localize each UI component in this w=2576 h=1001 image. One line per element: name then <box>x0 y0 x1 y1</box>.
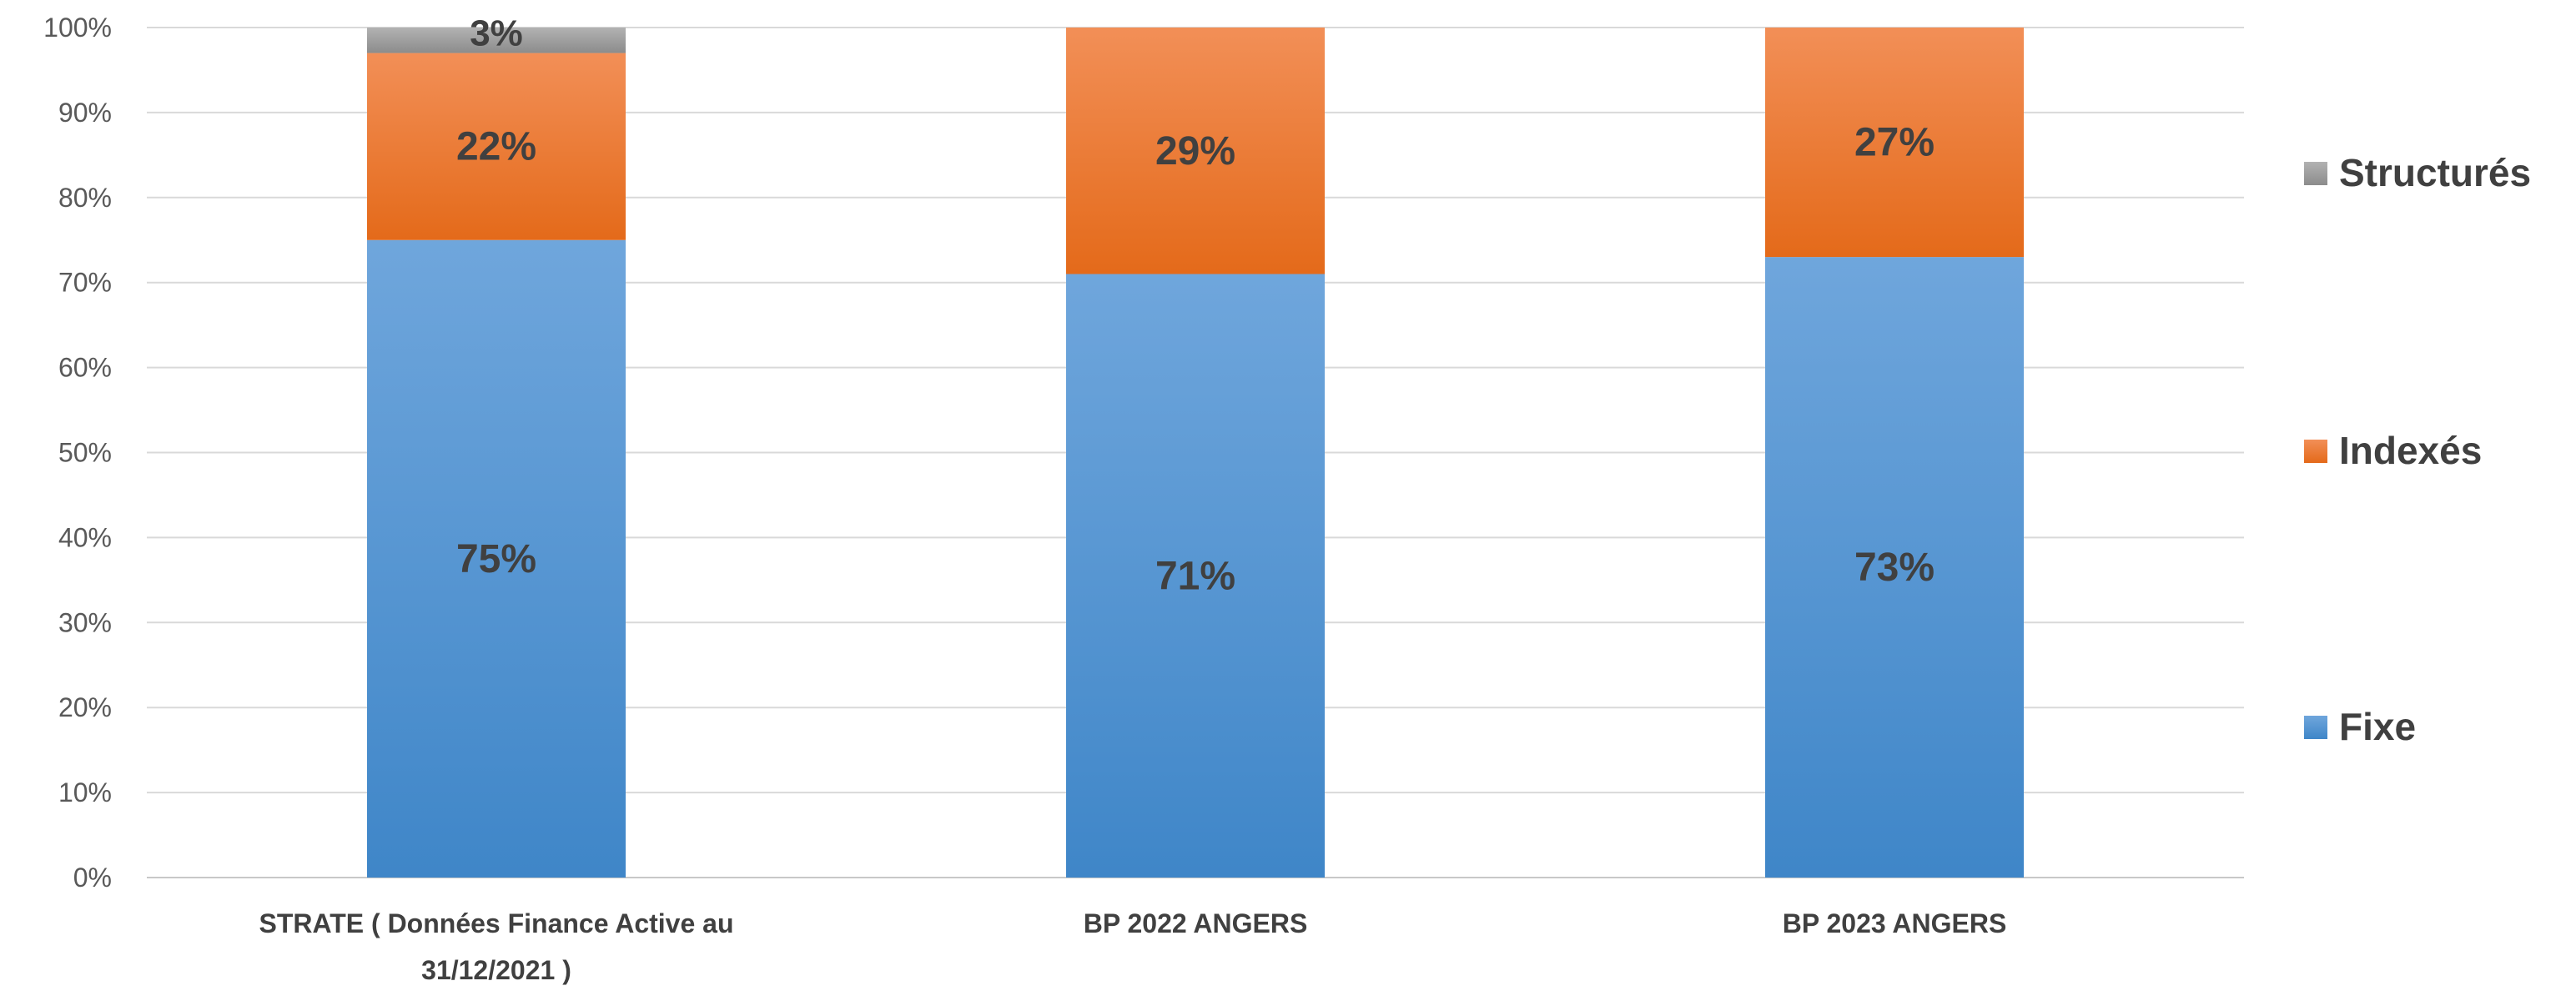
legend-swatch-structures <box>2304 162 2327 185</box>
legend-label-indexes: Indexés <box>2339 429 2482 472</box>
bar-indexes-3 <box>1765 28 2024 258</box>
y-tick-label: 10% <box>58 777 112 807</box>
legend-swatch-indexes <box>2304 440 2327 463</box>
bar-fixe-1 <box>367 239 626 878</box>
bar-structures-1 <box>367 28 626 53</box>
x-tick-label-3: BP 2023 ANGERS <box>1783 908 2007 938</box>
bar-indexes-2 <box>1066 28 1325 274</box>
y-tick-label: 20% <box>58 692 112 722</box>
data-label-structures-1: 3% <box>470 13 523 53</box>
y-tick-label: 80% <box>58 183 112 213</box>
data-labels: 75% 22% 3% 71% 29% 73% 27% <box>456 13 1935 598</box>
x-tick-label-2: BP 2022 ANGERS <box>1084 908 1308 938</box>
y-tick-label: 0% <box>73 863 112 893</box>
data-label-fixe-3: 73% <box>1854 546 1935 590</box>
legend-item-structures: Structurés <box>2304 151 2531 194</box>
y-tick-label: 30% <box>58 607 112 637</box>
y-axis: 0% 10% 20% 30% 40% 50% 60% 70% 80% 90% 100% <box>43 13 112 893</box>
legend-item-fixe: Fixe <box>2304 705 2416 748</box>
legend-label-structures: Structurés <box>2339 151 2531 194</box>
bar-fixe-2 <box>1066 274 1325 878</box>
data-label-fixe-1: 75% <box>456 537 536 581</box>
y-tick-label: 70% <box>58 268 112 298</box>
data-label-fixe-2: 71% <box>1155 554 1235 598</box>
data-label-indexes-3: 27% <box>1854 121 1935 165</box>
legend-label-fixe: Fixe <box>2339 705 2416 748</box>
x-tick-label-1: STRATE ( Données Finance Active au 31/12/… <box>259 908 734 985</box>
bars <box>367 28 2024 878</box>
y-tick-label: 50% <box>58 438 112 468</box>
legend-swatch-fixe <box>2304 716 2327 739</box>
bar-indexes-1 <box>367 53 626 240</box>
bar-fixe-3 <box>1765 257 2024 878</box>
x-axis: STRATE ( Données Finance Active au 31/12/… <box>259 908 2007 985</box>
data-label-indexes-1: 22% <box>456 125 536 169</box>
y-tick-label: 90% <box>58 98 112 128</box>
y-tick-label: 60% <box>58 353 112 383</box>
legend-item-indexes: Indexés <box>2304 429 2482 472</box>
y-tick-label: 40% <box>58 522 112 552</box>
y-tick-label: 100% <box>43 13 112 43</box>
data-label-indexes-2: 29% <box>1155 129 1235 174</box>
legend: Structurés Indexés Fixe <box>2304 151 2531 748</box>
